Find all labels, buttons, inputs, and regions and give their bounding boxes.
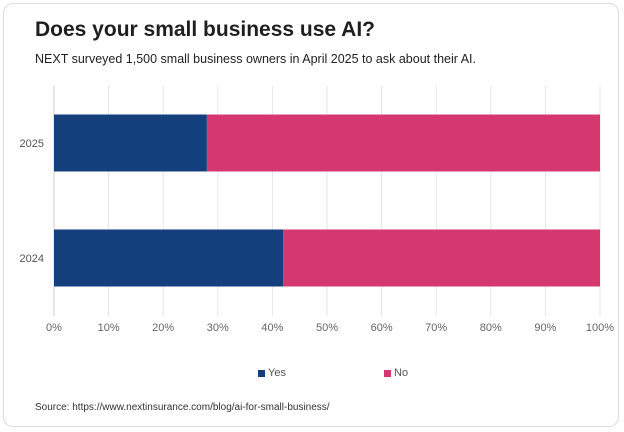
bar-no-2024 xyxy=(283,229,600,287)
x-tick-label: 70% xyxy=(425,322,447,334)
x-tick-label: 30% xyxy=(207,322,229,334)
legend-swatch-yes xyxy=(258,369,265,377)
bar-chart: 0% 10% 20% 30% 40% 50% 60% 70% 80% 90% 100% 2025 202… xyxy=(20,86,614,334)
bar-yes-2025 xyxy=(54,114,207,172)
x-tick-label: 60% xyxy=(371,322,393,334)
chart-title: Does your small business use AI? xyxy=(35,18,375,41)
chart-card: Does your small business use AI? NEXT su… xyxy=(3,3,619,427)
legend-item-no: No xyxy=(384,367,408,379)
legend-swatch-no xyxy=(384,369,391,377)
bar-no-2025 xyxy=(206,114,600,172)
x-tick-label: 40% xyxy=(261,322,283,334)
x-tick-label: 100% xyxy=(586,322,614,334)
x-tick-label: 10% xyxy=(98,322,120,334)
legend-label-yes: Yes xyxy=(268,367,286,379)
y-tick-label: 2025 xyxy=(20,138,44,150)
x-tick-label: 50% xyxy=(316,322,338,334)
x-tick-label: 80% xyxy=(480,322,502,334)
legend-label-no: No xyxy=(394,367,409,379)
bar-yes-2024 xyxy=(54,229,284,287)
legend-item-yes: Yes xyxy=(258,367,286,379)
x-tick-label: 0% xyxy=(46,322,62,334)
chart-subtitle: NEXT surveyed 1,500 small business owner… xyxy=(35,52,476,66)
y-tick-label: 2024 xyxy=(20,253,44,265)
x-tick-label: 20% xyxy=(152,322,174,334)
x-tick-label: 90% xyxy=(534,322,556,334)
source-note: Source: https://www.nextinsurance.com/bl… xyxy=(35,402,330,413)
